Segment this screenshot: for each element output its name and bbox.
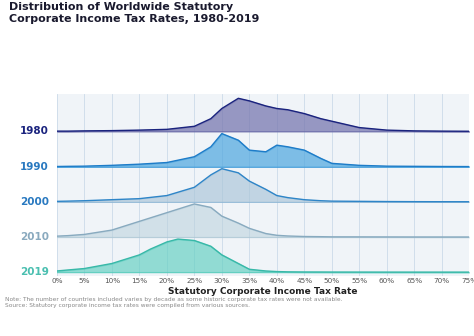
Text: TAX FOUNDATION: TAX FOUNDATION (5, 324, 95, 332)
Text: 2019: 2019 (20, 267, 49, 277)
Text: 2010: 2010 (19, 232, 49, 242)
Text: Distribution of Worldwide Statutory
Corporate Income Tax Rates, 1980-2019: Distribution of Worldwide Statutory Corp… (9, 2, 260, 24)
Text: Note: The number of countries included varies by decade as some historic corpora: Note: The number of countries included v… (5, 297, 342, 308)
Text: 1990: 1990 (20, 162, 49, 172)
Text: 2000: 2000 (19, 197, 49, 207)
Text: @TaxFoundation: @TaxFoundation (406, 324, 469, 332)
Text: 1980: 1980 (20, 126, 49, 136)
Text: Statutory Corporate Income Tax Rate: Statutory Corporate Income Tax Rate (168, 287, 358, 296)
